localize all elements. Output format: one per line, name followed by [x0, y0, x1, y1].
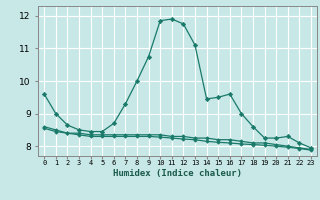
- X-axis label: Humidex (Indice chaleur): Humidex (Indice chaleur): [113, 169, 242, 178]
